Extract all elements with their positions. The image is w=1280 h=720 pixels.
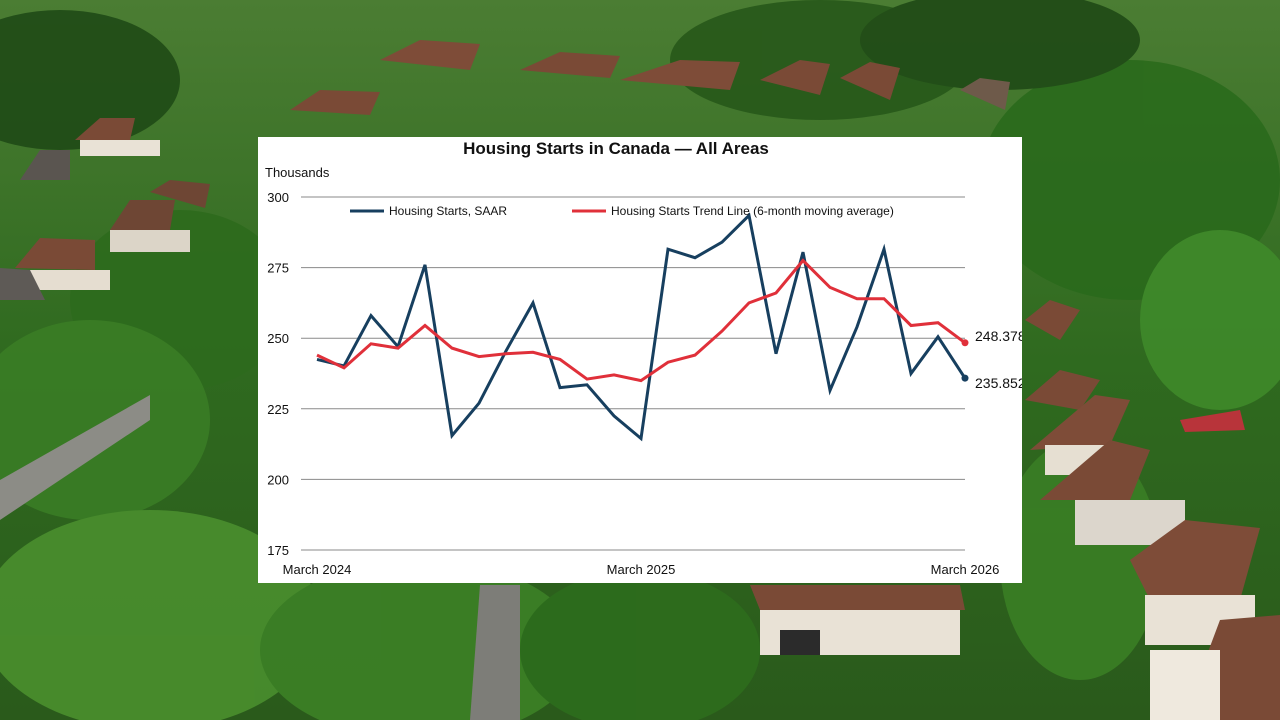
y-tick-label: 175 [267, 543, 289, 558]
y-tick-label: 250 [267, 331, 289, 346]
chart-panel: Housing Starts in Canada — All Areas Tho… [258, 137, 1022, 583]
series-lines [316, 212, 969, 442]
x-tick-labels: March 2024 March 2025 March 2026 [283, 562, 1000, 577]
legend-label: Housing Starts, SAAR [389, 204, 507, 218]
end-value-label: 235.852 [975, 375, 1022, 391]
x-tick-label: March 2025 [607, 562, 676, 577]
legend-label: Housing Starts Trend Line (6-month movin… [611, 204, 894, 218]
chart-title: Housing Starts in Canada — All Areas [463, 139, 769, 158]
y-tick-label: 300 [267, 190, 289, 205]
gridlines [301, 196, 965, 551]
series-line-1 [316, 258, 966, 383]
y-axis-label: Thousands [265, 165, 330, 180]
x-tick-label: March 2024 [283, 562, 352, 577]
end-labels: 235.852 248.378 [975, 328, 1022, 391]
y-tick-label: 225 [267, 402, 289, 417]
legend: Housing Starts, SAAR Housing Starts Trend… [350, 204, 894, 218]
data-point [961, 339, 969, 347]
x-tick-label: March 2026 [931, 562, 1000, 577]
y-tick-label: 200 [267, 472, 289, 487]
end-value-label: 248.378 [975, 328, 1022, 344]
y-tick-labels: 175 200 225 250 275 300 [267, 190, 289, 558]
housing-starts-chart: Housing Starts in Canada — All Areas Tho… [265, 139, 1022, 577]
data-point [961, 374, 969, 382]
y-tick-label: 275 [267, 261, 289, 276]
series-line-0 [316, 212, 967, 442]
